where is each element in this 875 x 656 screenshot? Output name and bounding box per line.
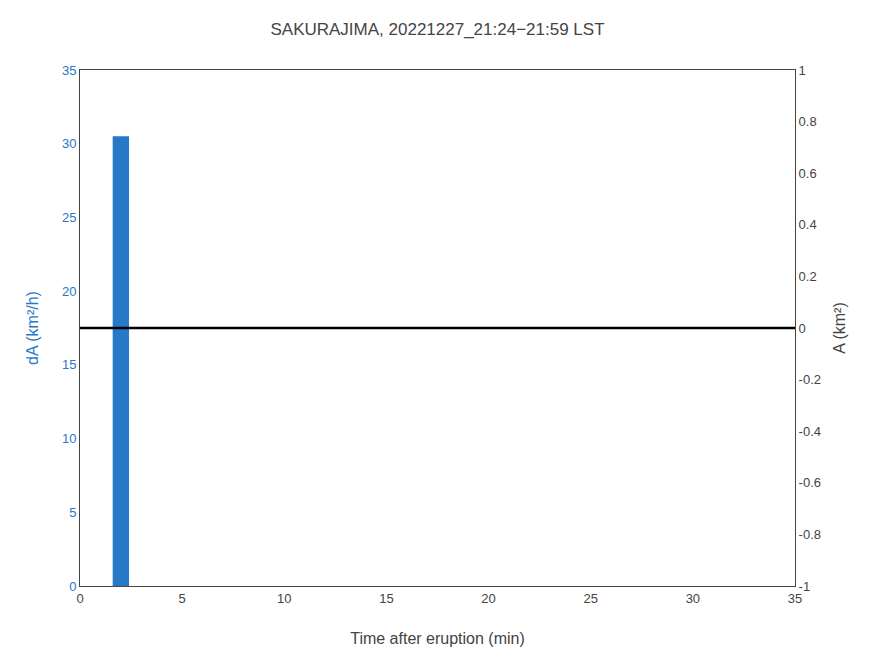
svg-text:20: 20: [62, 284, 76, 299]
svg-text:0: 0: [76, 591, 83, 606]
svg-text:0.6: 0.6: [799, 166, 817, 181]
svg-text:5: 5: [179, 591, 186, 606]
svg-text:25: 25: [62, 210, 76, 225]
svg-text:-1: -1: [799, 579, 811, 594]
svg-text:A (km²): A (km²): [831, 302, 848, 354]
svg-text:0.8: 0.8: [799, 114, 817, 129]
svg-text:0: 0: [799, 321, 806, 336]
svg-text:Time after eruption (min): Time after eruption (min): [350, 630, 525, 647]
svg-text:35: 35: [62, 63, 76, 78]
svg-text:SAKURAJIMA, 20221227_21:24−21:: SAKURAJIMA, 20221227_21:24−21:59 LST: [270, 20, 604, 39]
svg-text:25: 25: [583, 591, 597, 606]
svg-text:10: 10: [277, 591, 291, 606]
svg-text:0.2: 0.2: [799, 269, 817, 284]
svg-text:-0.8: -0.8: [799, 527, 821, 542]
svg-text:1: 1: [799, 63, 806, 78]
svg-text:30: 30: [62, 136, 76, 151]
svg-text:-0.6: -0.6: [799, 475, 821, 490]
svg-text:dA (km²/h): dA (km²/h): [24, 291, 41, 365]
svg-text:0.4: 0.4: [799, 217, 817, 232]
svg-text:20: 20: [481, 591, 495, 606]
svg-text:-0.2: -0.2: [799, 372, 821, 387]
svg-text:30: 30: [686, 591, 700, 606]
svg-text:15: 15: [62, 357, 76, 372]
svg-text:-0.4: -0.4: [799, 424, 821, 439]
svg-text:15: 15: [379, 591, 393, 606]
svg-text:10: 10: [62, 431, 76, 446]
svg-text:35: 35: [788, 591, 802, 606]
svg-text:5: 5: [69, 505, 76, 520]
svg-text:0: 0: [69, 579, 76, 594]
